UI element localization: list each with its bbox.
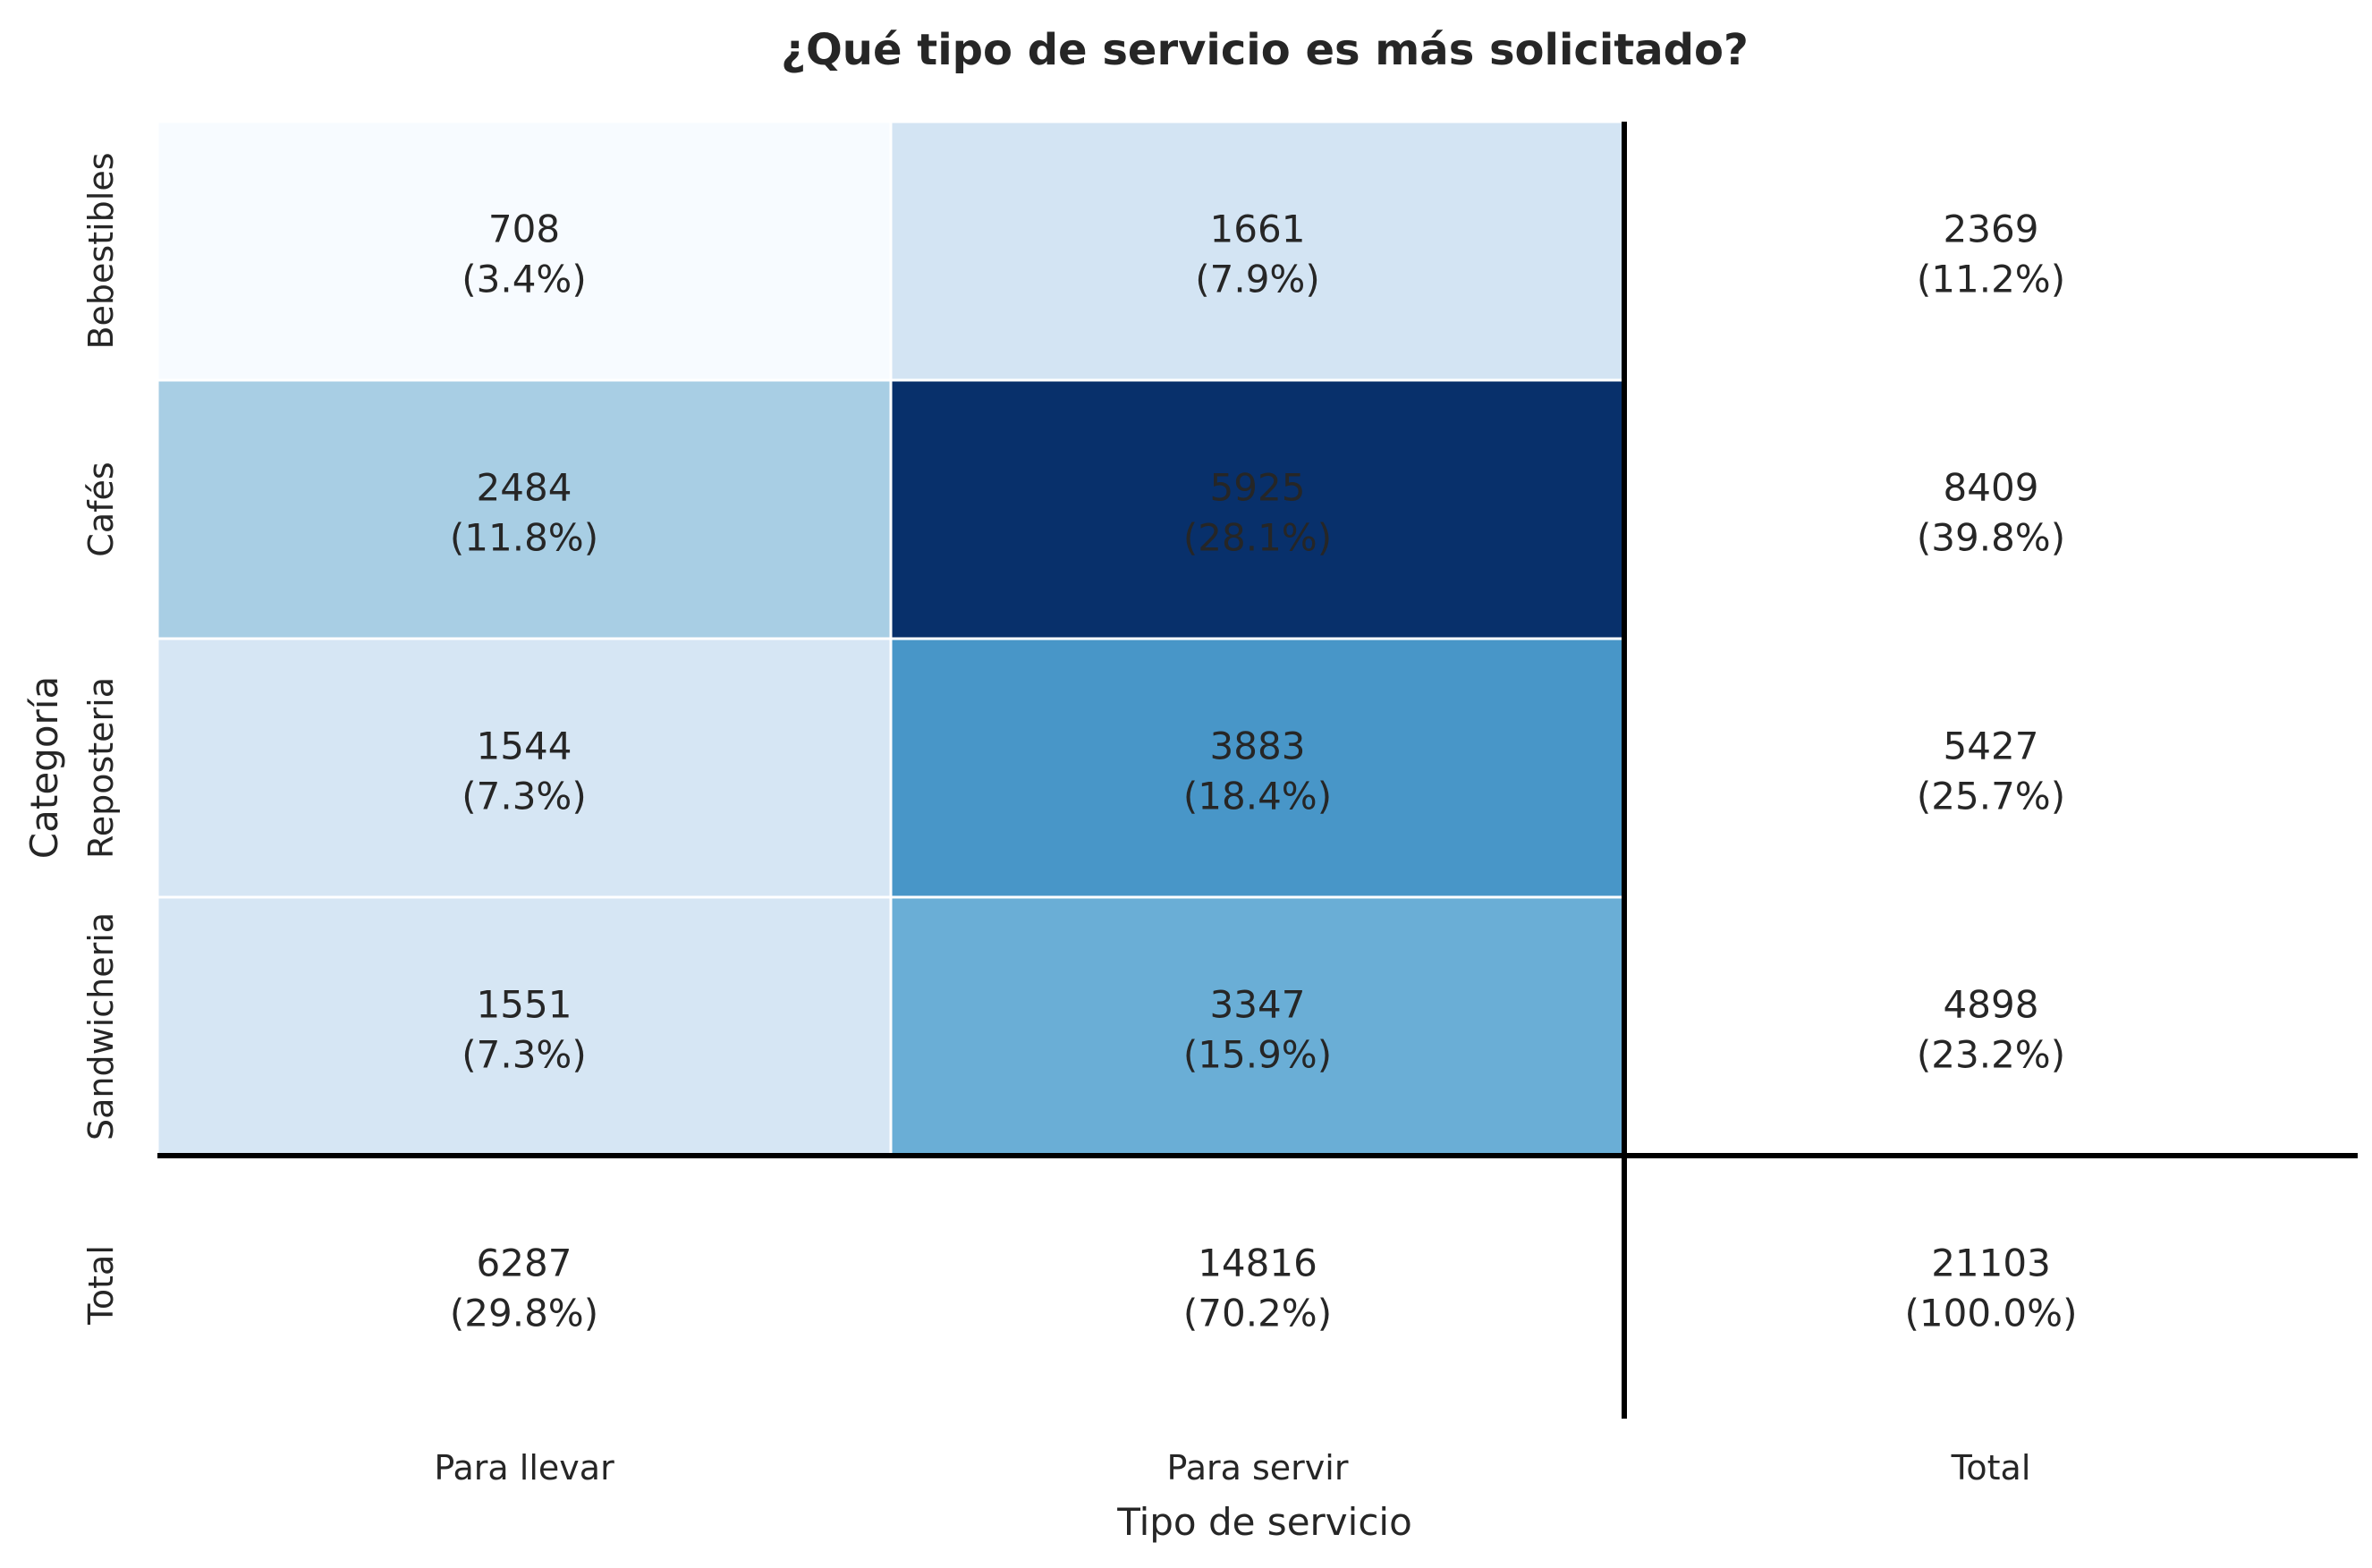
cell-percent-cafes-para-llevar: (11.8%): [450, 516, 598, 560]
cell-bebestibles-total: [1622, 120, 2359, 382]
cell-percent-bebestibles-total: (11.2%): [1917, 258, 2065, 301]
cell-sandwicheria-para-servir: [889, 895, 1626, 1157]
cell-percent-cafes-para-servir: (28.1%): [1183, 516, 1332, 560]
heatmap-cells: [156, 120, 2359, 1416]
cell-value-bebestibles-para-servir: 1661: [1210, 208, 1306, 251]
cell-percent-total-para-llevar: (29.8%): [450, 1292, 598, 1335]
cell-value-total-para-servir: 14816: [1198, 1242, 1317, 1285]
cell-percent-cafes-total: (39.8%): [1917, 516, 2065, 560]
cell-value-reposteria-para-servir: 3883: [1210, 725, 1306, 768]
axis-ticks: Para llevar Para servir Total Bebestibles Ca…: [81, 152, 2030, 1487]
y-tick-total: Total: [81, 1245, 121, 1326]
cell-cafes-para-servir: [889, 378, 1626, 640]
x-tick-total: Total: [1951, 1448, 2031, 1487]
cell-value-cafes-para-servir: 5925: [1210, 466, 1306, 510]
y-tick-bebestibles: Bebestibles: [81, 152, 121, 349]
cell-cafes-total: [1622, 378, 2359, 640]
cell-value-bebestibles-total: 2369: [1944, 208, 2039, 251]
cell-value-sandwicheria-total: 4898: [1944, 983, 2039, 1027]
y-tick-sandwicheria: Sandwicheria: [81, 912, 121, 1140]
cell-percent-reposteria-total: (25.7%): [1917, 775, 2065, 818]
y-axis-label: Categoría: [22, 676, 66, 859]
cell-percent-sandwicheria-total: (23.2%): [1917, 1033, 2065, 1077]
chart-title: ¿Qué tipo de servicio es más solicitado?: [781, 25, 1749, 75]
cell-percent-bebestibles-para-llevar: (3.4%): [462, 258, 586, 301]
x-tick-para-servir: Para servir: [1167, 1448, 1349, 1487]
cell-total-para-servir: [889, 1154, 1626, 1416]
x-tick-para-llevar: Para llevar: [434, 1448, 614, 1487]
cell-total-para-llevar: [156, 1154, 893, 1416]
cell-bebestibles-para-llevar: [156, 120, 893, 382]
cell-value-bebestibles-para-llevar: 708: [488, 208, 560, 251]
cell-total-total: [1622, 1154, 2359, 1416]
total-separators: [157, 122, 2358, 1419]
cell-value-total-total: 21103: [1931, 1242, 2051, 1285]
cell-percent-reposteria-para-llevar: (7.3%): [462, 775, 586, 818]
cell-sandwicheria-total: [1622, 895, 2359, 1157]
cell-sandwicheria-para-llevar: [156, 895, 893, 1157]
cell-value-total-para-llevar: 6287: [477, 1242, 572, 1285]
cell-value-cafes-total: 8409: [1944, 466, 2039, 510]
cell-percent-sandwicheria-para-llevar: (7.3%): [462, 1033, 586, 1077]
cell-value-sandwicheria-para-servir: 3347: [1210, 983, 1306, 1027]
y-tick-cafes: Cafés: [81, 462, 121, 556]
cell-percent-bebestibles-para-servir: (7.9%): [1195, 258, 1319, 301]
cell-percent-total-total: (100.0%): [1905, 1292, 2078, 1335]
cell-value-reposteria-total: 5427: [1944, 725, 2039, 768]
cell-percent-sandwicheria-para-servir: (15.9%): [1183, 1033, 1332, 1077]
cell-bebestibles-para-servir: [889, 120, 1626, 382]
cell-percent-total-para-servir: (70.2%): [1183, 1292, 1332, 1335]
cell-labels: 708 (3.4%) 1661 (7.9%) 2369 (11.2%) 2484 (11.8%…: [450, 208, 2078, 1335]
cell-reposteria-para-llevar: [156, 637, 893, 899]
cell-cafes-para-llevar: [156, 378, 893, 640]
y-tick-reposteria: Reposteria: [81, 677, 121, 859]
cell-reposteria-para-servir: [889, 637, 1626, 899]
cell-percent-reposteria-para-servir: (18.4%): [1183, 775, 1332, 818]
cell-reposteria-total: [1622, 637, 2359, 899]
cell-value-sandwicheria-para-llevar: 1551: [477, 983, 572, 1027]
cell-value-reposteria-para-llevar: 1544: [477, 725, 572, 768]
cell-value-cafes-para-llevar: 2484: [477, 466, 572, 510]
x-axis-label: Tipo de servicio: [1116, 1500, 1412, 1544]
